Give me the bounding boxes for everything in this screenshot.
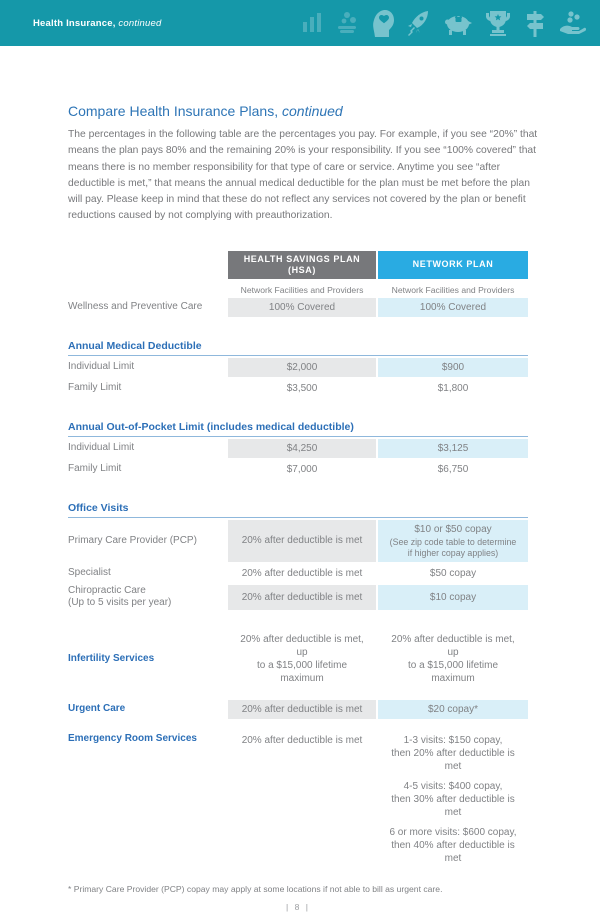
- hand-coins-icon: [560, 11, 586, 34]
- head-heart-icon: [373, 10, 394, 37]
- row-label: Family Limit: [68, 463, 122, 475]
- network-cell: $10 copay: [378, 584, 528, 610]
- table-row-individual-limit: Individual Limit $2,000 $900: [68, 357, 528, 377]
- row-label: Primary Care Provider (PCP): [68, 534, 197, 546]
- hsa-cell: $3,500: [286, 382, 318, 394]
- plan-subheader-row: Network Facilities and Providers Network…: [68, 283, 528, 298]
- table-row-individual-limit-oop: Individual Limit $4,250 $3,125: [68, 438, 528, 458]
- rocket-icon: [408, 11, 428, 36]
- network-cell: 100% Covered: [378, 297, 528, 317]
- table-row-specialist: Specialist 20% after deductible is met $…: [68, 564, 528, 583]
- network-cell: 1-3 visits: $150 copay, then 20% after d…: [378, 731, 528, 868]
- footnote: * Primary Care Provider (PCP) copay may …: [68, 883, 443, 894]
- network-cell-main: $10 or $50 copay: [414, 523, 492, 535]
- hsa-cell: 20% after deductible is met, up to a $15…: [240, 633, 364, 684]
- network-cell: $1,800: [437, 382, 469, 394]
- signpost-icon: [527, 11, 544, 37]
- hsa-cell: $4,250: [228, 438, 376, 458]
- hsa-cell: 20% after deductible is met: [228, 519, 376, 562]
- table-row-emergency: Emergency Room Services 20% after deduct…: [68, 731, 528, 868]
- table-row-family-limit-oop: Family Limit $7,000 $6,750: [68, 460, 528, 479]
- piggy-bank-icon: [445, 14, 472, 35]
- section-office-visits: Office Visits: [68, 502, 528, 518]
- hsa-cell: $7,000: [286, 463, 318, 475]
- row-label: Infertility Services: [68, 652, 155, 664]
- hsa-cell: 20% after deductible is met: [241, 567, 363, 579]
- spacer: [68, 283, 226, 298]
- row-label: Emergency Room Services: [68, 732, 197, 744]
- plan-header-row: HEALTH SAVINGS PLAN (HSA) NETWORK PLAN: [68, 250, 528, 279]
- section-annual-medical-deductible: Annual Medical Deductible: [68, 340, 528, 356]
- row-label: Family Limit: [68, 382, 122, 394]
- network-cell-tier-3: 6 or more visits: $600 copay, then 40% a…: [389, 826, 517, 864]
- table-row-chiropractic: Chiropractic Care (Up to 5 visits per ye…: [68, 584, 528, 610]
- network-cell: 20% after deductible is met, up to a $15…: [391, 633, 515, 684]
- network-cell-tier-1: 1-3 visits: $150 copay, then 20% after d…: [391, 734, 515, 772]
- page-title-main: Compare Health Insurance Plans,: [68, 103, 279, 119]
- page-content: Compare Health Insurance Plans, continue…: [0, 103, 600, 912]
- page-header-band: Health Insurance, continued: [0, 0, 600, 46]
- spacer: [68, 251, 226, 279]
- row-label: Chiropractic Care (Up to 5 visits per ye…: [68, 584, 172, 609]
- network-cell: $900: [378, 357, 528, 377]
- network-cell: $6,750: [437, 463, 469, 475]
- band-title-bold: Health Insurance,: [33, 17, 116, 29]
- hsa-cell: 20% after deductible is met: [228, 699, 376, 719]
- row-label: Specialist: [68, 567, 111, 579]
- network-plan-header: NETWORK PLAN: [378, 250, 528, 279]
- band-title: Health Insurance, continued: [33, 18, 161, 29]
- network-cell: $3,125: [378, 438, 528, 458]
- table-row-family-limit: Family Limit $3,500 $1,800: [68, 379, 528, 398]
- table-row-urgent-care: Urgent Care 20% after deductible is met …: [68, 699, 528, 719]
- hsa-cell: 100% Covered: [228, 297, 376, 317]
- page-title: Compare Health Insurance Plans, continue…: [68, 103, 528, 119]
- row-label: Individual Limit: [68, 361, 135, 373]
- row-label: Wellness and Preventive Care: [68, 301, 203, 313]
- hsa-plan-header: HEALTH SAVINGS PLAN (HSA): [228, 250, 376, 279]
- row-label: Urgent Care: [68, 703, 126, 715]
- band-title-italic: continued: [115, 17, 162, 29]
- network-cell: $50 copay: [429, 567, 477, 579]
- network-cell: $10 or $50 copay (See zip code table to …: [378, 519, 528, 562]
- intro-paragraph: The percentages in the following table a…: [68, 129, 538, 222]
- table-row-infertility: Infertility Services 20% after deductibl…: [68, 630, 528, 688]
- page-number: | 8 |: [285, 901, 311, 912]
- hsa-cell: $2,000: [228, 357, 376, 377]
- row-label: Individual Limit: [68, 442, 135, 454]
- section-out-of-pocket-limit: Annual Out-of-Pocket Limit (includes med…: [68, 421, 528, 437]
- network-cell-note: (See zip code table to determine if high…: [389, 536, 517, 558]
- table-row-wellness: Wellness and Preventive Care 100% Covere…: [68, 297, 528, 317]
- hsa-subheader: Network Facilities and Providers: [240, 284, 364, 295]
- hsa-cell: 20% after deductible is met: [228, 584, 376, 610]
- band-icon-row: [301, 9, 586, 37]
- bar-chart-icon: [303, 13, 321, 32]
- table-row-pcp: Primary Care Provider (PCP) 20% after de…: [68, 519, 528, 562]
- network-subheader: Network Facilities and Providers: [391, 284, 515, 295]
- trophy-icon: [486, 11, 510, 36]
- coins-stack-icon: [338, 12, 356, 33]
- network-cell-tier-2: 4-5 visits: $400 copay, then 30% after d…: [391, 780, 515, 818]
- hsa-cell: 20% after deductible is met: [241, 734, 363, 746]
- network-cell: $20 copay*: [378, 699, 528, 719]
- page-title-continued: continued: [278, 103, 343, 119]
